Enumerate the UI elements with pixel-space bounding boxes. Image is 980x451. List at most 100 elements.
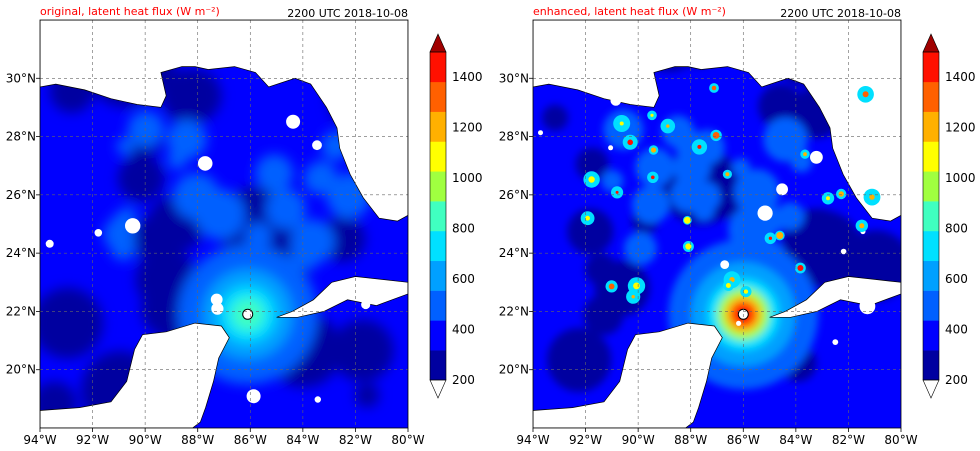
flux-cell-core [859, 223, 865, 229]
flux-patch-mid [623, 232, 657, 265]
flux-cell-core [743, 289, 749, 294]
no-data-gap [314, 396, 321, 403]
no-data-gap [211, 302, 224, 315]
flux-patch-low [355, 383, 380, 408]
hurricane-eye [242, 308, 254, 320]
flux-hotspots [242, 308, 254, 320]
colorbar-bin [923, 81, 939, 112]
colorbar-frame [429, 51, 447, 381]
no-data-gap [286, 114, 301, 129]
x-tick-label: 82°W [832, 433, 865, 447]
flux-cell-core [683, 216, 691, 224]
colorbar-bin [430, 171, 446, 202]
y-tick-label: 26°N [6, 188, 36, 202]
flux-patch-mid [635, 147, 675, 187]
no-data-gap [776, 183, 788, 196]
no-data-gap [94, 229, 103, 237]
flux-patch-low [567, 208, 614, 255]
map-area [40, 20, 408, 428]
x-tick-label: 86°W [727, 433, 760, 447]
y-axis-ticks: 20°N 22°N 24°N 26°N 28°N 30°N [499, 71, 533, 377]
flux-hotspots [580, 83, 881, 320]
x-tick-label: 86°W [234, 433, 267, 447]
flux-cell-core [862, 91, 869, 98]
flux-patch-low [40, 287, 103, 359]
flux-cell-core [619, 121, 624, 126]
panel-original: original, latent heat flux (W m⁻²) 2200 … [6, 5, 483, 447]
flux-cell-core [588, 176, 595, 183]
colorbar-bin [430, 111, 446, 142]
colorbar-bin [923, 171, 939, 202]
flux-patch-mid [693, 199, 715, 222]
panel-time-label: 2200 UTC 2018-10-08 [780, 7, 901, 20]
colorbar-tick-label: 600 [945, 272, 968, 286]
colorbar: 200 400 600 800 1000 1200 1400 [429, 33, 483, 399]
no-data-gap [810, 150, 823, 164]
flux-cell-core [711, 85, 717, 91]
flux-patch-low [542, 104, 569, 131]
flux-cell-core [869, 194, 875, 200]
panel-title: original, latent heat flux (W m⁻²) [40, 5, 220, 18]
land-polygon [40, 322, 230, 428]
colorbar-tick-label: 1400 [452, 70, 483, 84]
y-axis-ticks: 20°N 22°N 24°N 26°N 28°N 30°N [6, 71, 40, 377]
flux-cell-core [666, 124, 670, 128]
flux-cell-core [615, 190, 619, 194]
colorbar-bin [430, 141, 446, 172]
land-mask [533, 20, 901, 428]
flux-patch-mid [222, 204, 242, 223]
panel-enhanced: enhanced, latent heat flux (W m⁻²) 2200 … [499, 5, 976, 447]
colorbar-extend-min [429, 379, 447, 399]
flux-patch-mid [110, 235, 136, 261]
colorbar-extend-max [922, 33, 940, 53]
flux-cell-core [797, 265, 804, 271]
y-tick-label: 24°N [6, 246, 36, 260]
flux-cell-core [633, 282, 640, 290]
no-data-gap [720, 260, 730, 269]
y-tick-label: 30°N [499, 71, 529, 85]
flux-patch-mid [116, 138, 134, 156]
colorbar-bin [430, 350, 446, 381]
x-tick-label: 90°W [129, 433, 162, 447]
no-data-gap [125, 218, 141, 234]
lat-lon-grid [533, 20, 901, 428]
colorbar-tick-label: 200 [945, 373, 968, 387]
no-data-gap [246, 389, 261, 404]
land-mask [40, 20, 408, 428]
colorbar-tick-label: 800 [945, 222, 968, 236]
flux-patch-low [117, 155, 165, 202]
x-tick-label: 88°W [181, 433, 214, 447]
colorbar-bin [923, 201, 939, 232]
flux-cell-core [650, 113, 654, 117]
no-data-gap [197, 156, 213, 171]
flux-patch-mid [244, 222, 272, 250]
no-data-gap [608, 145, 614, 151]
colorbar: 200 400 600 800 1000 1200 1400 [922, 33, 976, 399]
flux-patch-mid [763, 117, 808, 162]
colorbar-tick-label: 1200 [945, 121, 976, 135]
map-area [533, 20, 901, 428]
x-tick-label: 94°W [516, 433, 549, 447]
no-data-gap [45, 239, 54, 248]
no-data-gap [312, 140, 322, 151]
flux-patch-low [547, 327, 611, 392]
x-tick-label: 90°W [622, 433, 655, 447]
colorbar-bin [430, 201, 446, 232]
y-tick-label: 24°N [499, 246, 529, 260]
flux-cell-core [697, 144, 702, 149]
flux-patch-mid [127, 110, 165, 148]
colorbar-bin [430, 81, 446, 112]
x-tick-label: 92°W [76, 433, 109, 447]
lat-lon-grid [40, 20, 408, 428]
no-data-gap [345, 150, 361, 166]
flux-cell-core [608, 283, 615, 290]
flux-cell-core [725, 172, 730, 177]
no-data-gap [736, 320, 742, 326]
x-tick-label: 80°W [391, 433, 424, 447]
x-tick-label: 82°W [339, 433, 372, 447]
y-tick-label: 20°N [6, 363, 36, 377]
land-polygon [40, 20, 408, 222]
land-polygon [533, 322, 723, 428]
colorbar-tick-label: 1000 [945, 171, 976, 185]
flux-cell-core [631, 295, 635, 299]
